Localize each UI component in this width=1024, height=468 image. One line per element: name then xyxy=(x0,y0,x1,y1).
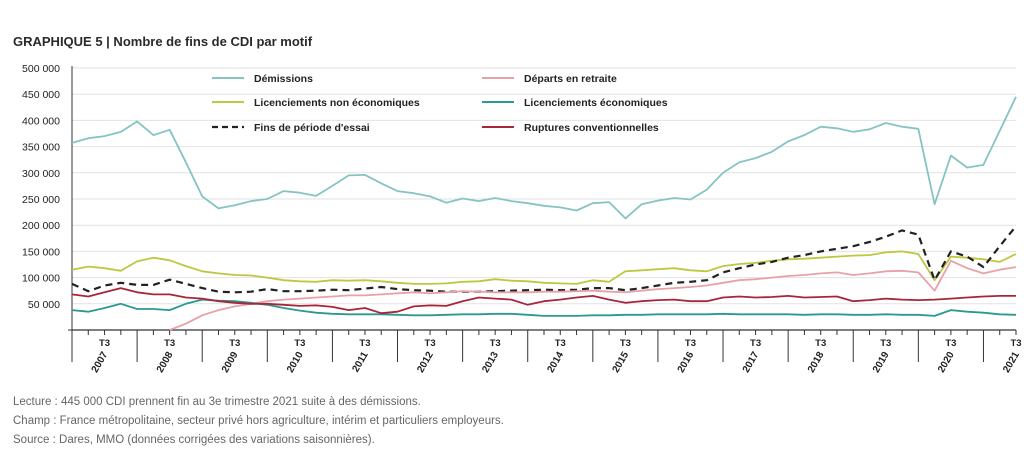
note-lecture: Lecture : 445 000 CDI prennent fin au 3e… xyxy=(13,396,421,408)
quarter-marker: T3 xyxy=(750,338,761,349)
x-tick-label: 2007 xyxy=(90,350,111,375)
note-source: Source : Dares, MMO (données corrigées d… xyxy=(13,434,375,446)
grid-layer xyxy=(72,67,1016,305)
y-tick-label: 500 000 xyxy=(22,63,60,75)
y-tick-label: 150 000 xyxy=(22,246,60,258)
quarter-marker: T3 xyxy=(555,338,566,349)
quarter-marker: T3 xyxy=(164,338,175,349)
legend-layer: Démissions Départs en retraite Licenciemen… xyxy=(212,73,668,134)
legend-label: Départs en retraite xyxy=(524,73,617,85)
quarter-marker: T3 xyxy=(425,338,436,349)
series-line xyxy=(71,287,1016,315)
y-tick-label: 200 000 xyxy=(22,220,60,232)
quarter-marker: T3 xyxy=(229,338,240,349)
y-tick-label: 400 000 xyxy=(22,115,60,127)
x-tick-label: 2020 xyxy=(936,350,957,375)
x-tick-label: 2014 xyxy=(545,350,566,375)
series-line xyxy=(71,96,1017,220)
x-tick-label: 2010 xyxy=(285,350,306,375)
note-champ: Champ : France métropolitaine, secteur p… xyxy=(13,415,504,427)
series-line xyxy=(71,298,1017,317)
quarter-marker: T3 xyxy=(99,338,110,349)
x-tick-label: 2013 xyxy=(480,350,501,375)
quarter-marker: T3 xyxy=(490,338,501,349)
x-tick-label: 2017 xyxy=(741,350,762,375)
x-tick-label: 2018 xyxy=(806,350,827,375)
axis-layer: 50 000 100 000 150 000 200 000 250 000 300 00… xyxy=(22,63,1022,375)
x-tick-label: 2012 xyxy=(415,350,436,375)
x-tick-label: 2011 xyxy=(350,350,371,375)
y-tick-label: 350 000 xyxy=(22,142,60,154)
legend-label: Démissions xyxy=(254,73,313,85)
y-tick-label: 50 000 xyxy=(28,299,60,311)
legend-label: Ruptures conventionnelles xyxy=(524,122,659,134)
quarter-marker: T3 xyxy=(815,338,826,349)
legend-label: Fins de période d'essai xyxy=(254,122,370,134)
series-line xyxy=(169,259,1017,331)
series-line xyxy=(71,225,1017,294)
legend-label: Licenciements économiques xyxy=(524,97,668,109)
quarter-marker: T3 xyxy=(294,338,305,349)
legend-label: Licenciements non économiques xyxy=(254,97,420,109)
quarter-marker: T3 xyxy=(945,338,956,349)
x-tick-label: 2009 xyxy=(220,350,241,375)
y-tick-label: 100 000 xyxy=(22,273,60,285)
quarter-marker: T3 xyxy=(359,338,370,349)
y-tick-label: 300 000 xyxy=(22,168,60,180)
x-tick-label: 2021 xyxy=(1001,350,1022,375)
quarter-marker: T3 xyxy=(1010,338,1021,349)
quarter-marker: T3 xyxy=(685,338,696,349)
series-layer xyxy=(71,96,1017,331)
y-tick-label: 450 000 xyxy=(22,89,60,101)
quarter-marker: T3 xyxy=(880,338,891,349)
y-tick-label: 250 000 xyxy=(22,194,60,206)
x-tick-label: 2019 xyxy=(871,350,892,375)
series-line xyxy=(71,250,1017,285)
x-tick-label: 2016 xyxy=(676,350,697,375)
chart-title: GRAPHIQUE 5 | Nombre de fins de CDI par … xyxy=(13,34,313,49)
x-tick-label: 2015 xyxy=(611,350,632,375)
quarter-marker: T3 xyxy=(620,338,631,349)
x-tick-label: 2008 xyxy=(155,350,176,375)
